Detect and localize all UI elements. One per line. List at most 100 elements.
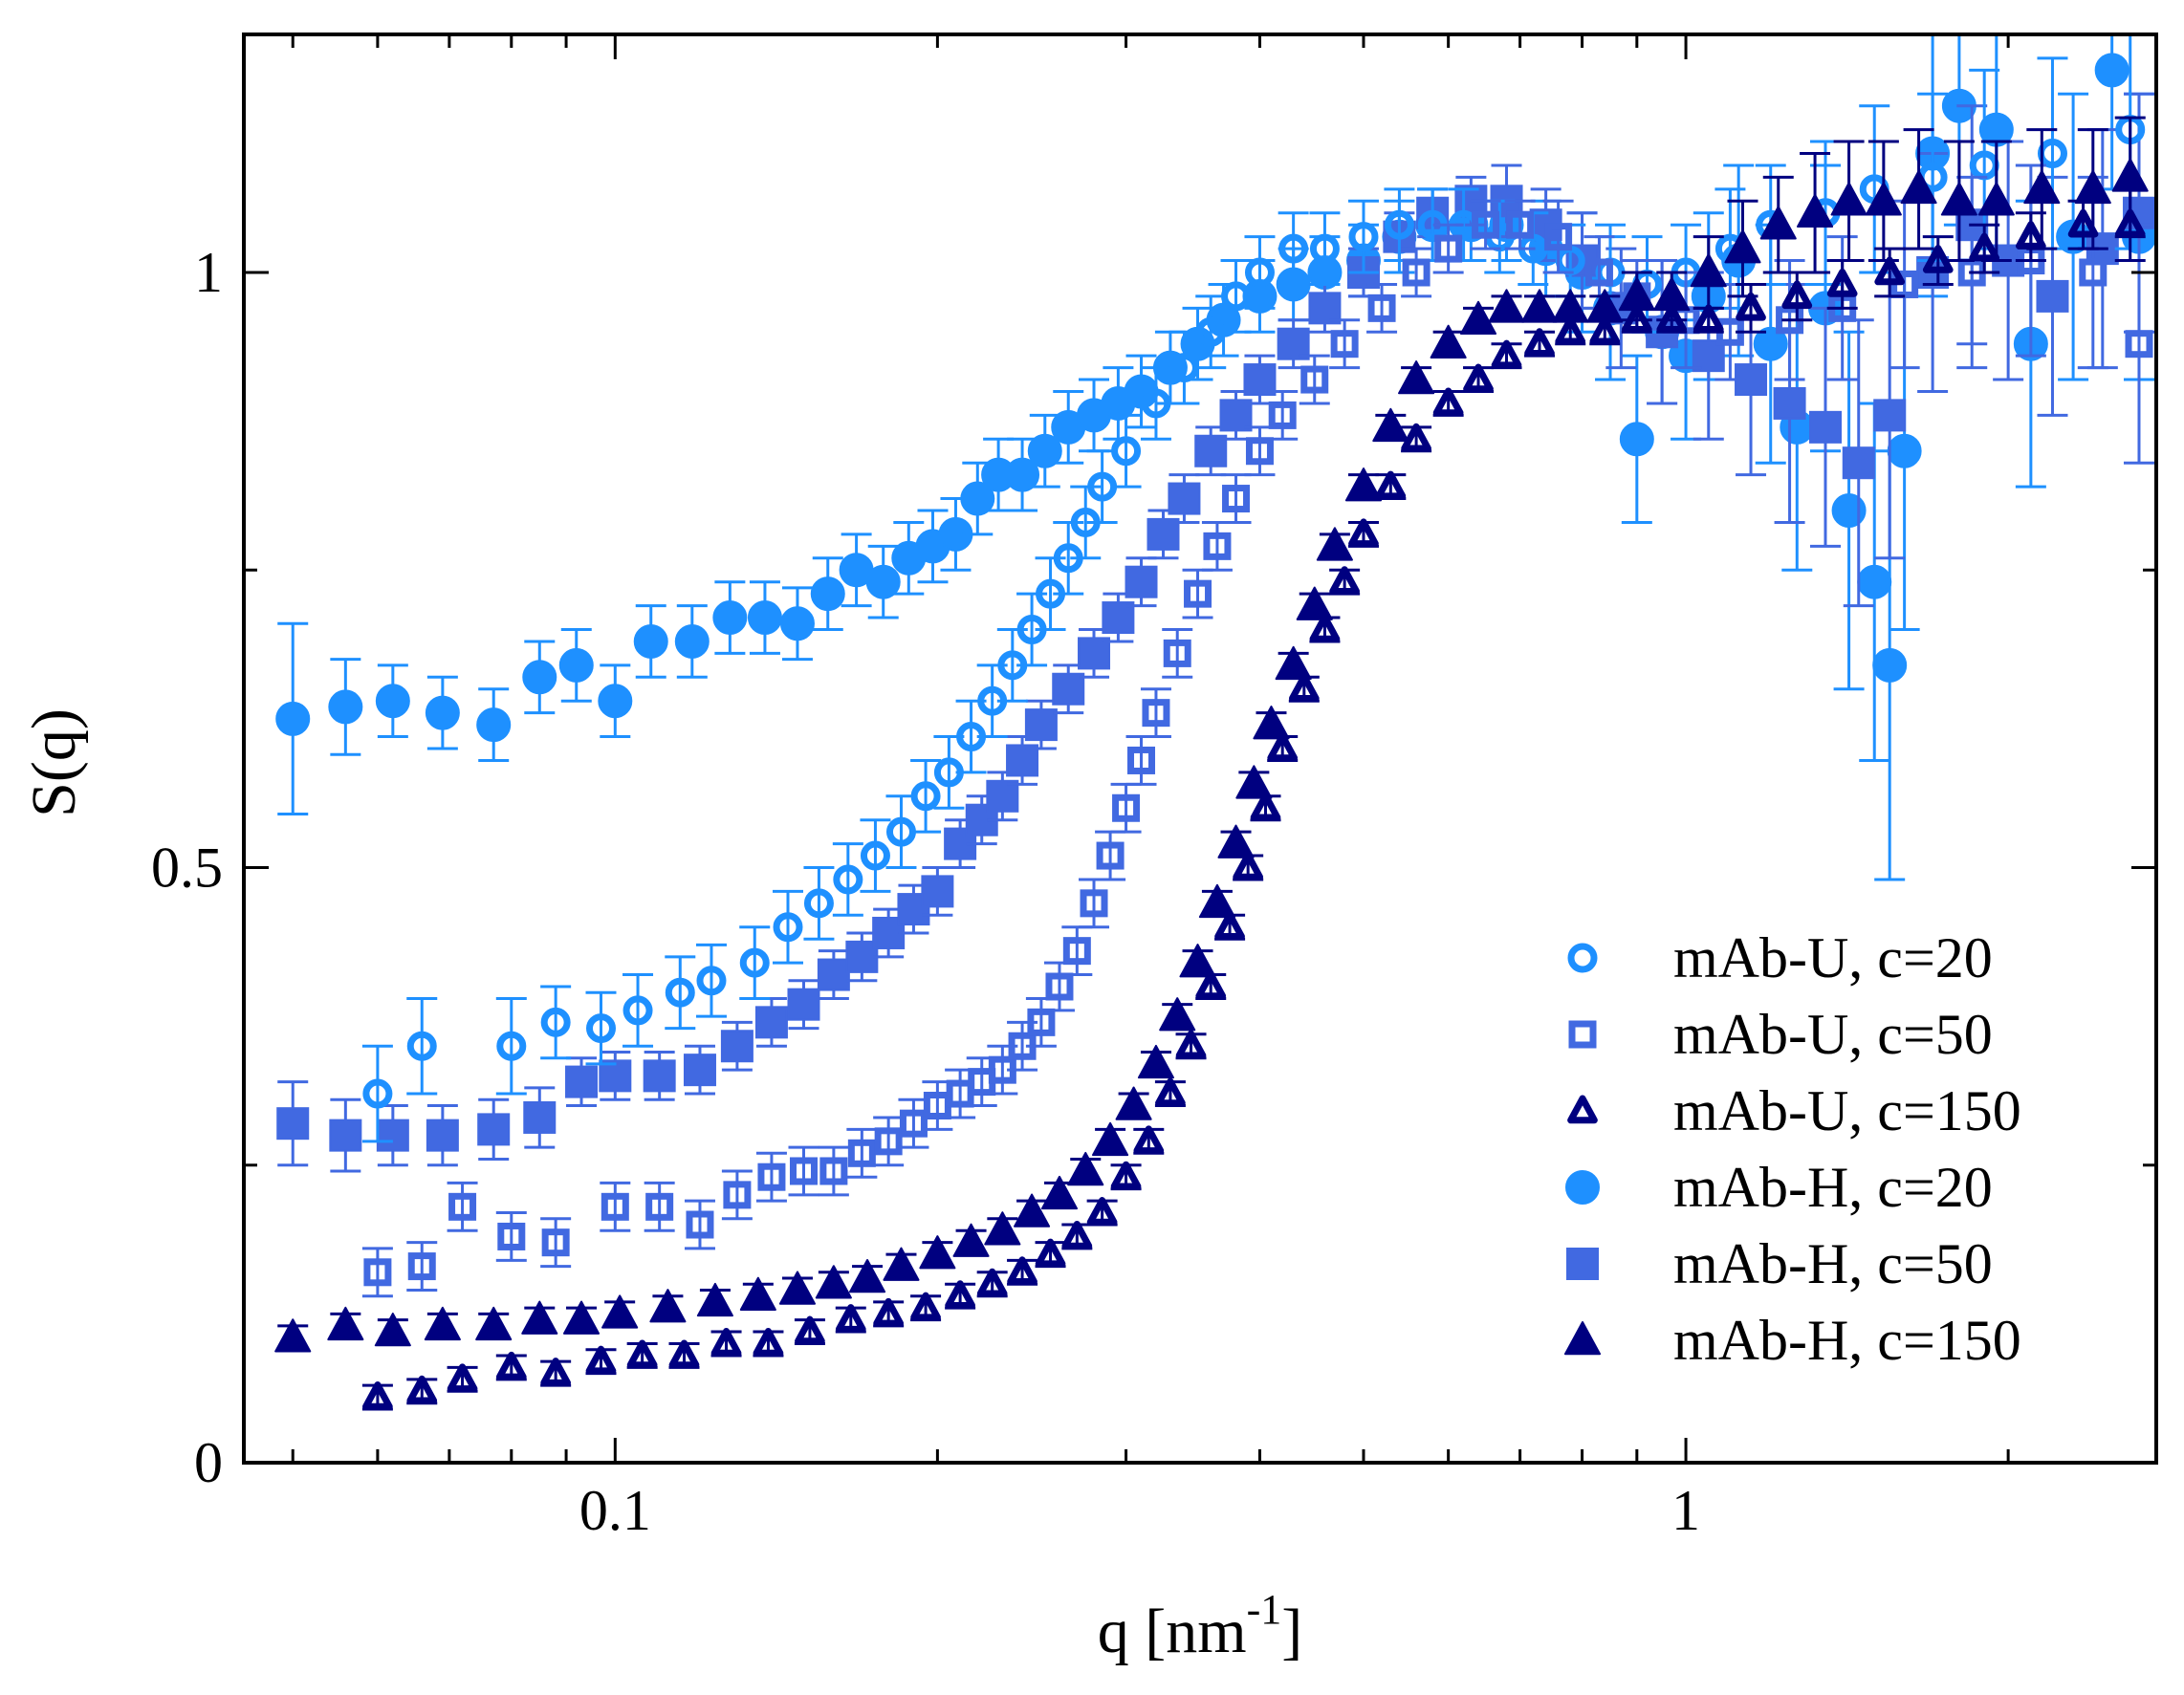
data-point bbox=[1086, 1197, 1118, 1226]
data-point bbox=[565, 1065, 599, 1098]
data-point bbox=[540, 1358, 571, 1386]
data-point bbox=[598, 684, 633, 719]
y-tick-label: 1 bbox=[194, 241, 223, 304]
data-point bbox=[1690, 253, 1727, 288]
data-point bbox=[1586, 289, 1624, 323]
data-point bbox=[1067, 1151, 1104, 1186]
data-point bbox=[986, 779, 1019, 813]
data-point bbox=[1110, 1161, 1142, 1190]
data-point bbox=[873, 1297, 905, 1327]
data-point bbox=[477, 1113, 511, 1146]
data-point bbox=[720, 1030, 753, 1063]
data-point bbox=[1797, 193, 1834, 228]
data-point bbox=[789, 1157, 818, 1185]
data-point bbox=[1137, 1044, 1175, 1079]
data-point bbox=[1277, 327, 1310, 360]
data-point bbox=[495, 1351, 527, 1380]
data-point bbox=[1092, 1121, 1129, 1157]
data-point bbox=[1544, 223, 1573, 251]
data-point bbox=[1194, 434, 1228, 467]
data-point bbox=[1736, 292, 1766, 321]
data-point bbox=[921, 875, 954, 908]
data-point bbox=[1253, 706, 1290, 740]
data-point bbox=[585, 1345, 617, 1375]
data-point bbox=[1842, 446, 1875, 480]
legend-marker bbox=[1566, 1248, 1599, 1280]
data-point bbox=[1250, 792, 1281, 821]
legend-marker bbox=[1563, 1321, 1602, 1356]
data-point bbox=[835, 1304, 866, 1333]
data-point bbox=[1459, 300, 1497, 336]
legend-item: mAb-U, c=150 bbox=[1567, 1079, 2021, 1142]
data-point bbox=[406, 1375, 438, 1404]
legend-item: mAb-U, c=50 bbox=[1568, 1003, 1993, 1066]
data-point bbox=[815, 1265, 852, 1299]
data-point bbox=[1808, 410, 1842, 444]
legend: mAb-U, c=20 mAb-U, c=50 mAb-U, c=150 mAb-H,… bbox=[1563, 926, 2021, 1372]
data-point bbox=[1300, 365, 1329, 394]
data-point bbox=[1222, 485, 1251, 513]
error-bar bbox=[406, 1241, 438, 1292]
data-point bbox=[1184, 579, 1212, 608]
data-point bbox=[1773, 386, 1806, 420]
data-point bbox=[496, 1031, 527, 1061]
error-bar bbox=[1195, 294, 1227, 370]
x-axis-title-close: ] bbox=[1281, 1597, 1302, 1666]
error-bar bbox=[1168, 330, 1200, 405]
data-point bbox=[406, 1031, 437, 1061]
data-point bbox=[674, 623, 710, 659]
data-point bbox=[1125, 565, 1158, 598]
data-point bbox=[1245, 437, 1274, 466]
data-point bbox=[779, 606, 815, 641]
error-bar bbox=[1053, 520, 1084, 596]
error-bar bbox=[1874, 247, 1906, 298]
data-point bbox=[860, 840, 890, 871]
data-point bbox=[1005, 457, 1040, 492]
data-point bbox=[1584, 258, 1613, 287]
data-point bbox=[1432, 387, 1464, 417]
data-point bbox=[1221, 281, 1252, 312]
legend-label: mAb-U, c=50 bbox=[1673, 1003, 1993, 1066]
error-bar bbox=[585, 990, 617, 1066]
data-point bbox=[919, 1235, 956, 1270]
data-point bbox=[803, 888, 834, 919]
data-point bbox=[778, 1271, 817, 1305]
data-point bbox=[424, 1306, 461, 1341]
data-point bbox=[1872, 647, 1908, 683]
error-bar bbox=[1366, 282, 1398, 334]
data-point bbox=[1147, 517, 1180, 551]
data-layer bbox=[274, 34, 2156, 1411]
data-point bbox=[1233, 852, 1264, 880]
x-axis-title-superscript: -1 bbox=[1247, 1586, 1282, 1633]
data-point bbox=[633, 623, 668, 659]
data-point bbox=[2036, 279, 2069, 313]
axes: 0.1 1 0 0.5 1 bbox=[151, 33, 2158, 1542]
data-point bbox=[899, 1109, 928, 1138]
data-point bbox=[1656, 304, 1688, 334]
data-point bbox=[448, 1192, 477, 1221]
data-point bbox=[1244, 257, 1275, 288]
data-point bbox=[1618, 276, 1655, 312]
error-bar bbox=[684, 1199, 715, 1250]
error-bar bbox=[788, 1145, 819, 1197]
data-point bbox=[1309, 233, 1340, 264]
data-point bbox=[1078, 637, 1111, 670]
data-point bbox=[1830, 182, 1867, 216]
legend-label: mAb-U, c=20 bbox=[1673, 926, 1993, 989]
data-point bbox=[327, 1306, 364, 1341]
error-bar bbox=[1140, 366, 1171, 441]
data-point bbox=[753, 1328, 784, 1357]
data-point bbox=[362, 1078, 393, 1109]
data-point bbox=[407, 1252, 436, 1281]
data-point bbox=[540, 1007, 571, 1037]
data-point bbox=[1040, 1175, 1079, 1210]
legend-label: mAb-H, c=20 bbox=[1673, 1156, 1993, 1219]
legend-marker bbox=[1567, 943, 1598, 973]
data-point bbox=[1430, 324, 1467, 359]
data-point bbox=[1102, 601, 1135, 635]
error-bar bbox=[665, 955, 696, 1031]
data-point bbox=[686, 1210, 714, 1239]
data-point bbox=[1940, 182, 1977, 216]
data-point bbox=[1309, 614, 1341, 642]
data-point bbox=[960, 481, 995, 516]
